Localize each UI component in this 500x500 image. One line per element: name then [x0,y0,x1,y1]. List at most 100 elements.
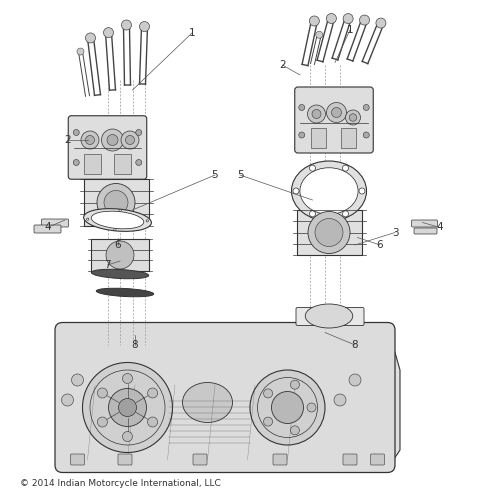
Text: 5: 5 [236,170,244,180]
Text: 1: 1 [189,28,196,38]
Circle shape [290,426,300,435]
Circle shape [360,15,370,25]
Circle shape [122,20,132,30]
Circle shape [272,392,304,424]
Circle shape [312,110,321,118]
Text: 8: 8 [132,340,138,350]
Circle shape [264,417,272,426]
FancyBboxPatch shape [273,454,287,465]
Circle shape [81,131,99,149]
Ellipse shape [92,270,148,278]
Circle shape [104,28,114,38]
Bar [84,179,148,226]
Circle shape [136,130,142,136]
FancyBboxPatch shape [295,87,373,153]
Circle shape [290,380,300,389]
Circle shape [308,105,326,123]
Circle shape [346,110,360,125]
Circle shape [86,33,96,43]
Circle shape [86,136,94,144]
Circle shape [350,114,357,121]
Circle shape [148,417,158,427]
FancyBboxPatch shape [118,454,132,465]
Circle shape [293,188,299,194]
Text: 7: 7 [104,260,111,270]
Circle shape [148,388,158,398]
Circle shape [349,374,361,386]
Text: 5: 5 [212,170,218,180]
Circle shape [86,218,89,220]
FancyBboxPatch shape [55,322,395,472]
Circle shape [363,132,369,138]
Circle shape [121,131,139,149]
Circle shape [122,432,132,442]
Circle shape [118,398,136,416]
Circle shape [310,16,320,26]
FancyBboxPatch shape [412,220,438,227]
Circle shape [104,190,128,214]
Circle shape [126,136,134,144]
Circle shape [98,388,108,398]
Ellipse shape [96,288,154,297]
Text: 2: 2 [64,135,71,145]
Circle shape [299,132,305,138]
Circle shape [119,210,121,212]
Ellipse shape [182,382,232,422]
Text: 8: 8 [352,340,358,350]
Circle shape [102,129,124,151]
Circle shape [359,188,365,194]
Ellipse shape [300,168,358,214]
Circle shape [308,212,350,254]
Text: 2: 2 [279,60,286,70]
Ellipse shape [91,211,144,229]
Circle shape [363,104,369,110]
Circle shape [315,218,343,246]
Text: 4: 4 [436,222,444,232]
Circle shape [106,241,134,269]
Circle shape [140,22,149,32]
Circle shape [122,374,132,384]
Ellipse shape [84,208,152,232]
Circle shape [326,102,346,122]
Circle shape [62,394,74,406]
Polygon shape [60,335,400,465]
Text: 3: 3 [392,228,398,237]
FancyBboxPatch shape [343,454,357,465]
FancyBboxPatch shape [193,454,207,465]
FancyBboxPatch shape [70,454,85,465]
Circle shape [107,134,118,145]
FancyBboxPatch shape [370,454,384,465]
FancyBboxPatch shape [34,225,61,233]
Circle shape [326,14,336,24]
Circle shape [82,362,172,452]
Circle shape [307,403,316,412]
Bar [114,154,131,174]
Circle shape [74,130,80,136]
Circle shape [316,32,322,38]
Circle shape [264,389,272,398]
Ellipse shape [292,161,366,221]
Text: 1: 1 [346,25,354,35]
Circle shape [74,160,80,166]
Circle shape [108,388,146,426]
Circle shape [342,211,348,217]
Text: © 2014 Indian Motorcycle International, LLC: © 2014 Indian Motorcycle International, … [20,478,221,488]
Circle shape [332,108,342,118]
Circle shape [334,394,346,406]
FancyBboxPatch shape [42,219,68,227]
Circle shape [114,228,116,230]
Bar [91,239,149,271]
Circle shape [136,160,142,166]
Circle shape [146,220,148,222]
Circle shape [77,48,84,55]
Circle shape [376,18,386,28]
Circle shape [343,14,353,24]
Ellipse shape [305,304,353,328]
FancyBboxPatch shape [414,228,437,234]
Circle shape [342,165,348,171]
Circle shape [98,417,108,427]
FancyBboxPatch shape [68,116,147,180]
FancyBboxPatch shape [296,308,364,326]
Circle shape [310,165,316,171]
Circle shape [250,370,325,445]
